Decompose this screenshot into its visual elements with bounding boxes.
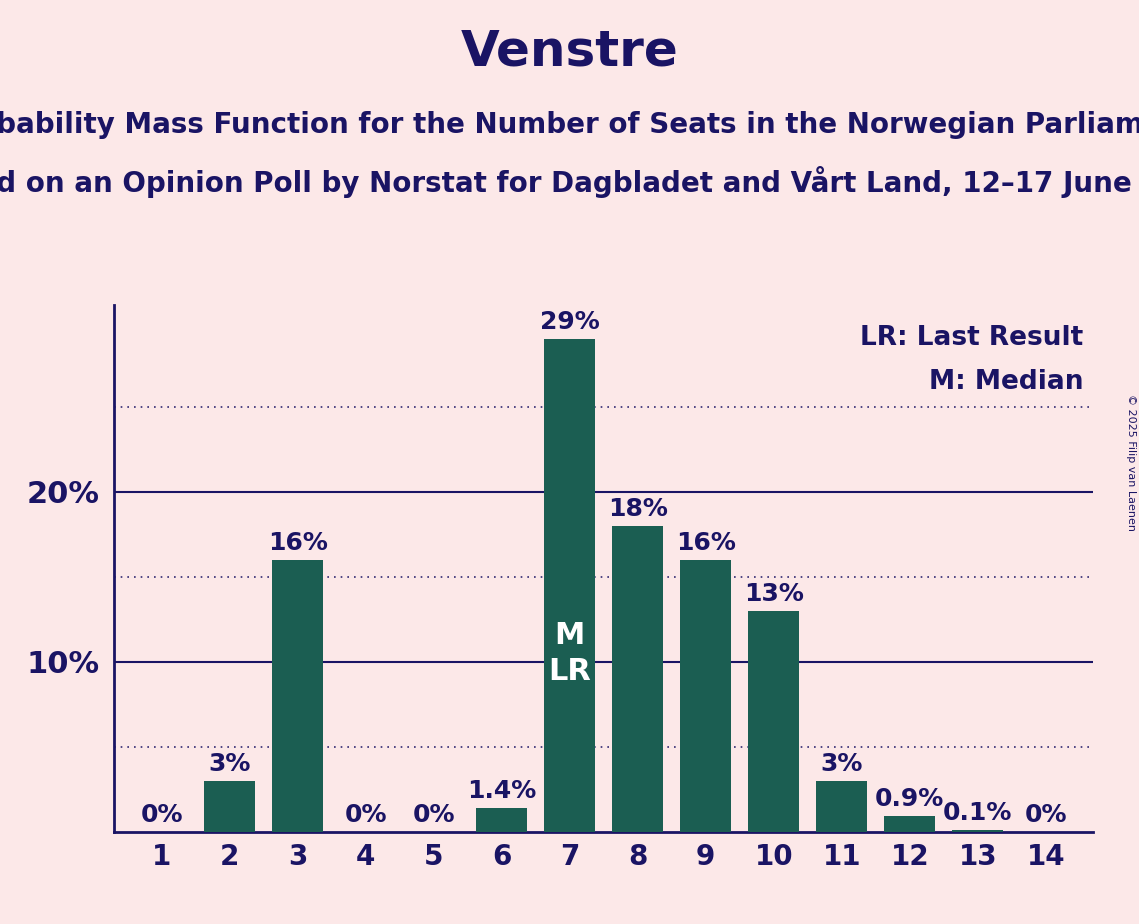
Text: LR: Last Result: LR: Last Result [860,325,1083,351]
Bar [817,781,867,832]
Bar [952,830,1003,832]
Text: M
LR: M LR [548,621,591,686]
Text: 18%: 18% [608,497,667,521]
Text: 1.4%: 1.4% [467,779,536,803]
Text: 0%: 0% [140,803,182,826]
Bar [612,526,663,832]
Text: 3%: 3% [208,751,251,775]
Text: 0%: 0% [1025,803,1067,826]
Text: 0%: 0% [412,803,454,826]
Bar [544,339,596,832]
Text: Based on an Opinion Poll by Norstat for Dagbladet and Vårt Land, 12–17 June 2023: Based on an Opinion Poll by Norstat for … [0,166,1139,199]
Text: 29%: 29% [540,310,599,334]
Text: 3%: 3% [820,751,863,775]
Text: 16%: 16% [268,530,328,554]
Bar [884,816,935,832]
Text: Venstre: Venstre [460,28,679,76]
Text: © 2025 Filip van Laenen: © 2025 Filip van Laenen [1126,394,1136,530]
Text: Probability Mass Function for the Number of Seats in the Norwegian Parliament: Probability Mass Function for the Number… [0,111,1139,139]
Text: 16%: 16% [675,530,736,554]
Bar [272,560,323,832]
Bar [204,781,255,832]
Text: 0%: 0% [344,803,387,826]
Text: 0.9%: 0.9% [875,787,944,811]
Bar [680,560,731,832]
Bar [476,808,527,832]
Text: 0.1%: 0.1% [943,801,1013,825]
Bar [748,611,800,832]
Text: 13%: 13% [744,581,804,605]
Text: M: Median: M: Median [928,370,1083,395]
